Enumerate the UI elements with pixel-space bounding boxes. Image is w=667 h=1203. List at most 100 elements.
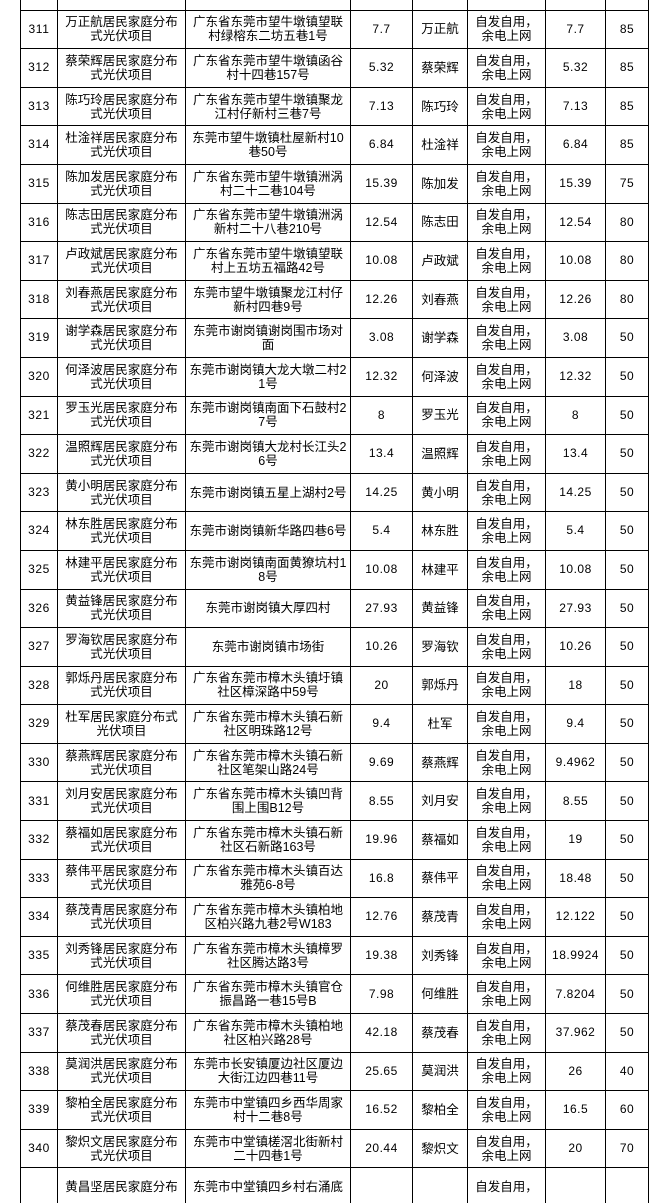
cell-subsidy: 85	[605, 86, 649, 127]
cell-grid: 37.962	[545, 1013, 606, 1053]
cell-grid: 3.08	[545, 318, 606, 358]
cell-mode: 自发自用，余电上网	[467, 935, 546, 976]
cell-subsidy: 50	[605, 935, 649, 976]
cell-grid: 10.26	[545, 627, 606, 667]
table-row: 317 卢政斌居民家庭分布式光伏项目 广东省东莞市望牛墩镇望联村上五坊五福路42号 1…	[20, 241, 649, 281]
cell-project: 莫润洪居民家庭分布式光伏项目	[57, 1051, 186, 1092]
cell-grid: 26	[545, 1051, 606, 1092]
cell-address: 广东省东莞市望牛墩镇洲涡村二十二巷104号	[185, 163, 351, 204]
cell-mode: 自发自用，余电上网	[467, 202, 546, 243]
cell-mode: 自发自用，余电上网	[467, 1051, 546, 1092]
table-row: 324 林东胜居民家庭分布式光伏项目 东莞市谢岗镇新华路四巷6号 5.4 林东胜 自发自用…	[20, 511, 649, 551]
table-row: 316 陈志田居民家庭分布式光伏项目 广东省东莞市望牛墩镇洲涡新村二十八巷210号 1…	[20, 202, 649, 243]
cell-address: 东莞市谢岗镇市场街	[185, 627, 351, 667]
cell-project: 卢政斌居民家庭分布式光伏项目	[57, 241, 186, 281]
cell-grid: 10.08	[545, 241, 606, 281]
table-scroll-container[interactable]: 311 万正航居民家庭分布式光伏项目 广东省东莞市望牛墩镇望联村绿榕东二坊五巷1号 7…	[20, 0, 649, 1203]
cell-subsidy	[605, 1167, 649, 1203]
table-row: 336 何维胜居民家庭分布式光伏项目 广东省东莞市樟木头镇官仓振昌路一巷15号B 7.…	[20, 974, 649, 1015]
cell-project: 万正航居民家庭分布式光伏项目	[57, 9, 186, 50]
cell-capacity: 12.32	[350, 356, 413, 397]
table-row: 319 谢学森居民家庭分布式光伏项目 东莞市谢岗镇谢岗围市场对面 3.08 谢学森 自发自…	[20, 318, 649, 358]
cell-owner: 谢学森	[412, 318, 468, 358]
cell-project: 刘春燕居民家庭分布式光伏项目	[57, 279, 186, 320]
table-row: 332 蔡福如居民家庭分布式光伏项目 广东省东莞市樟木头镇石新社区石新路163号 19…	[20, 820, 649, 860]
cell-grid: 5.32	[545, 48, 606, 88]
cell-owner: 蔡茂春	[412, 1013, 468, 1053]
cell-address: 东莞市中堂镇四乡西华周家村十二巷8号	[185, 1090, 351, 1130]
cell-capacity: 25.65	[350, 1051, 413, 1092]
cell-owner: 林建平	[412, 549, 468, 590]
cell-index: 326	[20, 588, 58, 629]
table-row: 314 杜淦祥居民家庭分布式光伏项目 东莞市望牛墩镇杜屋新村10巷50号 6.84 杜淦…	[20, 125, 649, 165]
table-row: 311 万正航居民家庭分布式光伏项目 广东省东莞市望牛墩镇望联村绿榕东二坊五巷1号 7…	[20, 9, 649, 50]
cell-mode: 自发自用，余电上网	[467, 897, 546, 937]
cell-index	[20, 1167, 58, 1203]
cell-owner: 杜军	[412, 704, 468, 744]
cell-index: 311	[20, 9, 58, 50]
table-row: 322 温照辉居民家庭分布式光伏项目 东莞市谢岗镇大龙村长江头26号 13.4 温照辉自…	[20, 434, 649, 474]
table-row: 318 刘春燕居民家庭分布式光伏项目 东莞市望牛墩镇聚龙江村仔新村四巷9号 12.26…	[20, 279, 649, 320]
cell-subsidy: 50	[605, 472, 649, 513]
cell-mode: 自发自用，余电上网	[467, 125, 546, 165]
table-row: 333 蔡伟平居民家庭分布式光伏项目 广东省东莞市樟木头镇百达雅苑6-8号 16.8 蔡…	[20, 858, 649, 899]
table-row: 321 罗玉光居民家庭分布式光伏项目 东莞市谢岗镇南面下石鼓村27号 8 罗玉光 自发自用…	[20, 395, 649, 436]
cell-mode: 自发自用，余电上网	[467, 163, 546, 204]
cell-project: 蔡荣辉居民家庭分布式光伏项目	[57, 48, 186, 88]
cell-project: 林东胜居民家庭分布式光伏项目	[57, 511, 186, 551]
cell-address: 东莞市望牛墩镇杜屋新村10巷50号	[185, 125, 351, 165]
cell-grid: 18.9924	[545, 935, 606, 976]
table-row: 339 黎柏全居民家庭分布式光伏项目 东莞市中堂镇四乡西华周家村十二巷8号 16.52…	[20, 1090, 649, 1130]
cell-capacity: 42.18	[350, 1013, 413, 1053]
cell-grid: 10.08	[545, 549, 606, 590]
cell-index: 333	[20, 858, 58, 899]
cell-subsidy: 50	[605, 434, 649, 474]
cell-owner: 黎柏全	[412, 1090, 468, 1130]
cell-index: 319	[20, 318, 58, 358]
cell-capacity: 16.52	[350, 1090, 413, 1130]
cell-address: 东莞市谢岗镇谢岗围市场对面	[185, 318, 351, 358]
table-row: 黄昌坚居民家庭分布 东莞市中堂镇四乡村右涌底 自发自用，	[20, 1167, 649, 1203]
cell-address: 广东省东莞市樟木头镇柏地区柏兴路九巷2号W183	[185, 897, 351, 937]
cell-grid: 8.55	[545, 781, 606, 822]
cell-owner: 郭烁丹	[412, 665, 468, 706]
cell-project: 何泽波居民家庭分布式光伏项目	[57, 356, 186, 397]
cell-capacity: 20.44	[350, 1128, 413, 1169]
cell-index: 331	[20, 781, 58, 822]
cell-address: 广东省东莞市樟木头镇百达雅苑6-8号	[185, 858, 351, 899]
cell-grid: 6.84	[545, 125, 606, 165]
table-row: 327 罗海钦居民家庭分布式光伏项目 东莞市谢岗镇市场街 10.26 罗海钦 自发自用，余…	[20, 627, 649, 667]
cell-mode: 自发自用，余电上网	[467, 511, 546, 551]
cell-mode: 自发自用，余电上网	[467, 588, 546, 629]
cell-owner: 蔡燕辉	[412, 742, 468, 783]
cell-subsidy: 50	[605, 781, 649, 822]
cell-capacity: 6.84	[350, 125, 413, 165]
cell-address: 东莞市谢岗镇大厚四村	[185, 588, 351, 629]
cell-capacity	[350, 1167, 413, 1203]
cell-owner	[412, 0, 468, 11]
cell-index: 317	[20, 241, 58, 281]
cell-index: 313	[20, 86, 58, 127]
cell-subsidy: 50	[605, 356, 649, 397]
cell-project: 何维胜居民家庭分布式光伏项目	[57, 974, 186, 1015]
cell-project: 郭烁丹居民家庭分布式光伏项目	[57, 665, 186, 706]
cell-owner: 黄益锋	[412, 588, 468, 629]
cell-index: 314	[20, 125, 58, 165]
cell-project: 林建平居民家庭分布式光伏项目	[57, 549, 186, 590]
cell-project: 杜军居民家庭分布式光伏项目	[57, 704, 186, 744]
table-row: 326 黄益锋居民家庭分布式光伏项目 东莞市谢岗镇大厚四村 27.93 黄益锋 自发自用，…	[20, 588, 649, 629]
cell-mode: 自发自用，余电上网	[467, 434, 546, 474]
cell-mode	[467, 0, 546, 11]
cell-owner: 陈志田	[412, 202, 468, 243]
cell-address: 东莞市望牛墩镇聚龙江村仔新村四巷9号	[185, 279, 351, 320]
cell-owner: 刘春燕	[412, 279, 468, 320]
cell-mode: 自发自用，余电上网	[467, 665, 546, 706]
cell-owner: 何泽波	[412, 356, 468, 397]
cell-capacity: 16.8	[350, 858, 413, 899]
table-row: 334 蔡茂青居民家庭分布式光伏项目 广东省东莞市樟木头镇柏地区柏兴路九巷2号W18…	[20, 897, 649, 937]
cell-address: 广东省东莞市望牛墩镇望联村绿榕东二坊五巷1号	[185, 9, 351, 50]
cell-capacity: 5.32	[350, 48, 413, 88]
cell-index: 323	[20, 472, 58, 513]
cell-address: 广东省东莞市望牛墩镇函谷村十四巷157号	[185, 48, 351, 88]
